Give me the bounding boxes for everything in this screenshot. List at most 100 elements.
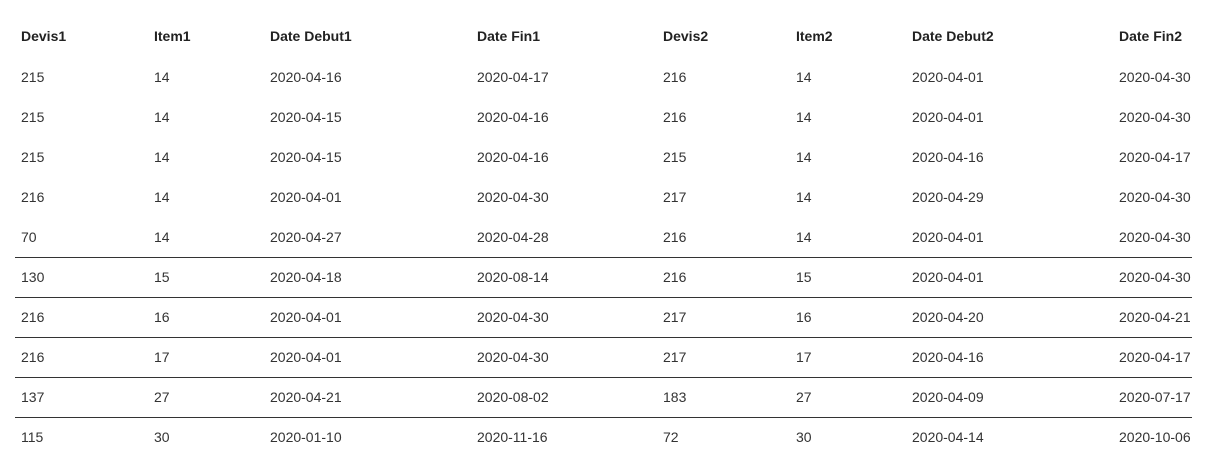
cell-date-fin1: 2020-08-02 <box>471 376 657 417</box>
cell-item2: 30 <box>790 416 906 457</box>
cell-devis1: 216 <box>15 336 148 377</box>
cell-date-fin2: 2020-07-17 <box>1113 376 1192 417</box>
cell-date-debut2: 2020-04-01 <box>912 69 984 85</box>
column-header-devis2: Devis2 <box>663 28 709 44</box>
cell-date-fin2: 2020-04-30 <box>1119 228 1191 245</box>
cell-item1: 14 <box>154 189 170 205</box>
cell-item2: 14 <box>796 189 812 205</box>
cell-item2: 16 <box>790 296 906 337</box>
cell-item2: 27 <box>790 376 906 417</box>
cell-devis2: 217 <box>657 296 790 337</box>
cell-date-fin2: 2020-04-17 <box>1119 149 1191 165</box>
cell-date-fin2: 2020-04-17 <box>1113 336 1192 377</box>
table-row: 70 14 2020-04-27 2020-04-28 216 14 2020-04-01 2… <box>15 217 1192 257</box>
cell-item1: 15 <box>148 256 264 297</box>
table-row: 215 14 2020-04-15 2020-04-16 216 14 2020-04-01… <box>15 97 1192 137</box>
cell-date-debut1: 2020-04-01 <box>264 336 471 377</box>
cell-date-debut1: 2020-04-15 <box>270 109 342 125</box>
cell-item2: 14 <box>796 109 812 125</box>
cell-date-debut1: 2020-04-01 <box>264 296 471 337</box>
cell-item2: 14 <box>796 149 812 165</box>
cell-date-debut2: 2020-04-20 <box>906 296 1113 337</box>
column-header-item2: Item2 <box>796 28 833 44</box>
cell-item1: 14 <box>154 69 170 85</box>
cell-date-fin1: 2020-08-14 <box>471 256 657 297</box>
cell-date-debut2: 2020-04-01 <box>912 109 984 125</box>
column-header-date-debut2: Date Debut2 <box>912 28 994 44</box>
cell-date-fin1: 2020-04-30 <box>471 336 657 377</box>
column-header-date-fin2: Date Fin2 <box>1119 28 1183 44</box>
cell-devis1: 70 <box>21 228 37 245</box>
cell-date-fin2: 2020-04-30 <box>1113 256 1192 297</box>
table-row: 137 27 2020-04-21 2020-08-02 183 27 2020-04-09… <box>15 376 1192 417</box>
cell-date-fin2: 2020-04-30 <box>1119 69 1191 85</box>
data-table: Devis1 Item1 Date Debut1 Date Fin1 Devis… <box>15 15 1192 457</box>
cell-date-fin1: 2020-04-16 <box>477 109 549 125</box>
cell-item1: 17 <box>148 336 264 377</box>
cell-date-debut2: 2020-04-09 <box>906 376 1113 417</box>
cell-date-debut1: 2020-04-18 <box>264 256 471 297</box>
cell-devis2: 216 <box>663 69 687 85</box>
column-header-date-debut1: Date Debut1 <box>270 28 352 44</box>
cell-devis2: 217 <box>663 189 687 205</box>
cell-item2: 15 <box>790 256 906 297</box>
cell-devis1: 130 <box>15 256 148 297</box>
data-table-container: Devis1 Item1 Date Debut1 Date Fin1 Devis… <box>15 15 1192 457</box>
cell-devis2: 216 <box>657 256 790 297</box>
cell-date-debut1: 2020-04-15 <box>270 149 342 165</box>
table-row: 216 17 2020-04-01 2020-04-30 217 17 2020-04-16… <box>15 336 1192 377</box>
cell-date-debut2: 2020-04-01 <box>912 228 984 245</box>
cell-date-fin1: 2020-04-30 <box>471 296 657 337</box>
cell-date-debut1: 2020-01-10 <box>264 416 471 457</box>
cell-date-debut1: 2020-04-27 <box>270 228 342 245</box>
cell-devis2: 216 <box>663 228 687 245</box>
cell-date-fin2: 2020-04-30 <box>1119 189 1191 205</box>
table-row: 215 14 2020-04-16 2020-04-17 216 14 2020-04-01… <box>15 57 1192 97</box>
table-body: 215 14 2020-04-16 2020-04-17 216 14 2020-04-01… <box>15 57 1192 457</box>
cell-devis2: 72 <box>657 416 790 457</box>
cell-devis1: 215 <box>21 109 45 125</box>
cell-date-debut2: 2020-04-01 <box>906 256 1113 297</box>
column-header-date-fin1: Date Fin1 <box>477 28 541 44</box>
cell-item1: 14 <box>154 109 170 125</box>
cell-item1: 14 <box>154 149 170 165</box>
cell-item2: 14 <box>796 228 812 245</box>
table-row: 216 16 2020-04-01 2020-04-30 217 16 2020-04-20… <box>15 296 1192 337</box>
cell-devis2: 215 <box>663 149 687 165</box>
cell-item2: 17 <box>790 336 906 377</box>
cell-item1: 30 <box>148 416 264 457</box>
cell-date-fin2: 2020-10-06 <box>1113 416 1192 457</box>
cell-date-fin2: 2020-04-21 <box>1113 296 1192 337</box>
cell-devis1: 216 <box>15 296 148 337</box>
cell-item1: 27 <box>148 376 264 417</box>
cell-devis2: 217 <box>657 336 790 377</box>
cell-date-fin1: 2020-04-28 <box>477 228 549 245</box>
cell-devis2: 216 <box>663 109 687 125</box>
cell-devis1: 216 <box>21 189 45 205</box>
table-row: 115 30 2020-01-10 2020-11-16 72 30 2020-04-14 2… <box>15 416 1192 457</box>
cell-date-debut1: 2020-04-01 <box>270 189 342 205</box>
cell-date-debut2: 2020-04-16 <box>906 336 1113 377</box>
column-header-devis1: Devis1 <box>21 28 67 44</box>
cell-devis1: 215 <box>21 149 45 165</box>
cell-devis2: 183 <box>657 376 790 417</box>
table-row: 215 14 2020-04-15 2020-04-16 215 14 2020-04-16… <box>15 137 1192 177</box>
cell-item2: 14 <box>796 69 812 85</box>
cell-devis1: 137 <box>15 376 148 417</box>
cell-item1: 16 <box>148 296 264 337</box>
column-header-item1: Item1 <box>154 28 191 44</box>
table-header-row: Devis1 Item1 Date Debut1 Date Fin1 Devis… <box>15 15 1192 57</box>
cell-date-fin1: 2020-04-16 <box>477 149 549 165</box>
cell-devis1: 215 <box>21 69 45 85</box>
table-row: 216 14 2020-04-01 2020-04-30 217 14 2020-04-29… <box>15 177 1192 217</box>
cell-date-debut2: 2020-04-29 <box>912 189 984 205</box>
cell-date-fin1: 2020-04-30 <box>477 189 549 205</box>
cell-date-fin1: 2020-11-16 <box>471 416 657 457</box>
cell-date-fin2: 2020-04-30 <box>1119 109 1191 125</box>
table-row: 130 15 2020-04-18 2020-08-14 216 15 2020-04-01… <box>15 256 1192 297</box>
cell-date-debut2: 2020-04-14 <box>906 416 1113 457</box>
cell-date-fin1: 2020-04-17 <box>477 69 549 85</box>
cell-devis1: 115 <box>15 416 148 457</box>
cell-date-debut2: 2020-04-16 <box>912 149 984 165</box>
cell-date-debut1: 2020-04-21 <box>264 376 471 417</box>
